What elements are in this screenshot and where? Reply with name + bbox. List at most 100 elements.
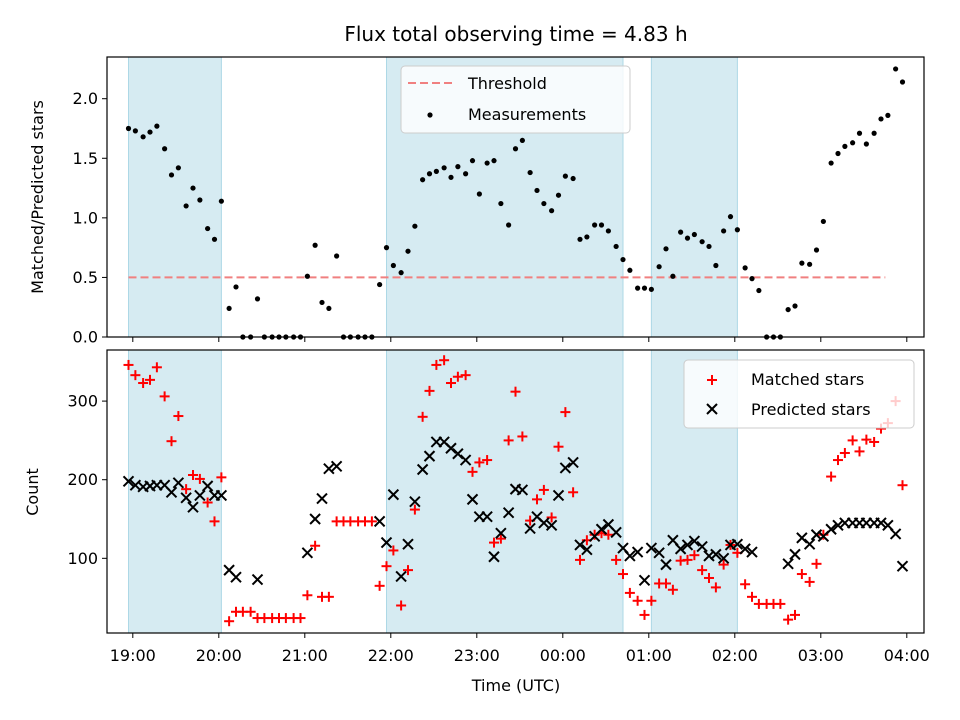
predicted-point [194,489,206,502]
measurement-point [584,234,590,240]
measurement-point [562,173,568,179]
measurement-point [205,225,211,232]
bottom-legend: Matched stars Predicted stars [683,359,915,429]
predicted-point [545,519,558,532]
predicted-point [825,523,837,535]
y-tick-label: 300 [67,392,98,411]
measurements-legend-label: Measurements [468,105,586,124]
predicted-point [165,486,178,498]
matched-point [510,386,521,397]
predicted-point [717,552,730,565]
measurement-point [147,129,153,135]
matched-point [145,374,155,385]
measurement-point [899,79,906,85]
count-points [122,355,909,627]
measurement-point [175,165,181,171]
measurement-point [799,260,805,266]
matched-point [847,435,858,446]
predicted-point [574,539,586,551]
matched-point [661,578,671,589]
predicted-point [309,513,321,525]
predicted-point [323,462,335,475]
measurement-point [756,287,762,294]
predicted-point [631,546,644,558]
predicted-point [731,538,744,550]
matched-point [704,572,714,583]
measurement-point [132,128,138,134]
top-x-ticks [132,337,908,342]
matched-point [575,554,585,565]
bottom-panel: 100 200 300 19:00 20:00 21:00 22:00 23:00 00:00… [23,349,930,695]
observing-interval [650,56,738,338]
matched-point [224,616,235,627]
matched-point [460,370,471,381]
measurement-point [734,227,740,233]
predicted-point [187,501,199,513]
top-panel: 0.00.51.01.52.0 Matched/Predicted stars … [28,56,925,347]
matched-point [747,591,757,602]
measurement-point [319,299,325,306]
measurement-point [405,248,411,254]
predicted-point [746,546,758,558]
measurement-point [377,281,383,288]
predicted-point [423,450,436,462]
matched-point [740,579,751,590]
matched-point [790,609,800,620]
x-tick-label: 20:00 [196,646,242,665]
chart-title: Flux total observing time = 4.83 h [344,22,687,46]
measurement-point [878,116,884,122]
matched-point [188,469,198,480]
predicted-point [452,448,464,460]
measurement-point [233,284,239,290]
predicted-point [416,463,429,476]
predicted-point [581,543,593,556]
x-tick-label: 22:00 [368,646,414,665]
predicted-point [380,536,393,549]
x-tick-label: 21:00 [282,646,328,665]
predicted-point [567,456,579,469]
matched-point [474,457,485,468]
bottom-axes-frame [106,349,925,634]
matched-point [209,516,220,527]
measurement-point [713,262,719,269]
matched-point [869,436,880,447]
predicted-point [782,558,794,570]
matched-point [489,537,499,548]
measurement-point [304,273,310,279]
predicted-point [466,493,479,506]
matched-point [682,554,693,565]
x-tick-label: 19:00 [110,646,156,665]
predicted-point [674,543,687,555]
predicted-point [488,551,500,563]
matched-point [452,371,463,382]
predicted-point [796,532,808,544]
bottom-legend-box [683,359,915,429]
measurement-point [469,158,476,164]
measurement-point [749,276,755,282]
matched-point [388,545,399,556]
predicted-point [495,527,507,539]
observing-interval [386,349,624,634]
matched-point [718,559,729,570]
measurement-point [620,256,626,263]
measurement-point [420,177,426,183]
predicted-point [552,489,565,502]
matched-point [446,378,456,389]
predicted-point [610,526,622,539]
matched-point [216,472,227,483]
matched-point [503,435,514,446]
top-legend-box [400,65,631,134]
x-tick-label: 00:00 [540,646,586,665]
measurement-point [326,305,332,312]
predicted-point [215,489,228,502]
matched-point [632,595,643,606]
matched-point [310,540,321,551]
matched-point [796,569,807,580]
predicted-point [230,571,242,583]
measurement-point [218,198,224,204]
matched-point [811,558,822,569]
measurement-point [455,164,461,170]
matched-point [439,355,450,366]
measurement-point [678,229,684,235]
measurement-point [641,285,648,291]
